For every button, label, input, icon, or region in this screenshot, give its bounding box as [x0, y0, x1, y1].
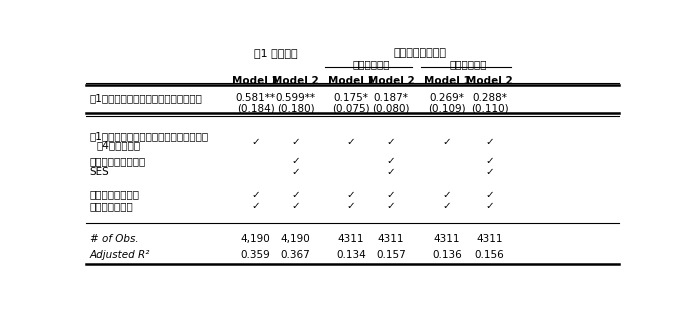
Text: 0.157: 0.157	[376, 250, 406, 260]
Text: ✓: ✓	[485, 190, 494, 200]
Text: # of Obs.: # of Obs.	[89, 234, 138, 243]
Text: ✓: ✓	[347, 137, 356, 146]
Text: 4311: 4311	[338, 234, 364, 243]
Text: ✓: ✓	[291, 156, 300, 166]
Text: Adjusted R²: Adjusted R²	[89, 250, 150, 260]
Text: Model 2: Model 2	[272, 76, 319, 86]
Text: (0.109): (0.109)	[428, 103, 466, 114]
Text: ✓: ✓	[251, 137, 260, 146]
Text: (0.075): (0.075)	[332, 103, 370, 114]
Text: (0.110): (0.110)	[471, 103, 508, 114]
Text: 0.187*: 0.187*	[374, 93, 409, 103]
Text: ✓: ✓	[387, 190, 396, 200]
Text: SES: SES	[89, 166, 109, 177]
Text: ✓: ✓	[251, 190, 260, 200]
Text: 0.175*: 0.175*	[334, 93, 369, 103]
Text: （現役のみ）: （現役のみ）	[352, 59, 389, 69]
Text: ✓: ✓	[485, 137, 494, 146]
Text: ✓: ✓	[347, 201, 356, 211]
Text: ✓: ✓	[291, 166, 300, 177]
Text: Model 2: Model 2	[466, 76, 513, 86]
Text: 中1最初の定期試験における順位の係数: 中1最初の定期試験における順位の係数	[89, 93, 202, 103]
Text: Model 1: Model 1	[327, 76, 374, 86]
Text: 高1 学年成績: 高1 学年成績	[254, 48, 297, 58]
Text: 0.581**: 0.581**	[235, 93, 276, 103]
Text: 0.599**: 0.599**	[276, 93, 316, 103]
Text: ✓: ✓	[387, 137, 396, 146]
Text: 4311: 4311	[433, 234, 460, 243]
Text: ✓: ✓	[485, 201, 494, 211]
Text: ✓: ✓	[442, 137, 451, 146]
Text: (0.180): (0.180)	[277, 103, 314, 114]
Text: ✓: ✓	[442, 201, 451, 211]
Text: 0.134: 0.134	[336, 250, 366, 260]
Text: 4,190: 4,190	[281, 234, 310, 243]
Text: Model 1: Model 1	[424, 76, 471, 86]
Text: ✓: ✓	[291, 201, 300, 211]
Text: 0.367: 0.367	[281, 250, 310, 260]
Text: Model 2: Model 2	[367, 76, 414, 86]
Text: 0.269*: 0.269*	[429, 93, 464, 103]
Text: (0.080): (0.080)	[372, 103, 410, 114]
Text: 4311: 4311	[378, 234, 405, 243]
Text: 0.156: 0.156	[475, 250, 504, 260]
Text: ✓: ✓	[442, 190, 451, 200]
Text: 0.359: 0.359	[241, 250, 270, 260]
Text: （浪人含む）: （浪人含む）	[449, 59, 487, 69]
Text: 4311: 4311	[476, 234, 503, 243]
Text: 0.288*: 0.288*	[472, 93, 507, 103]
Text: ✓: ✓	[485, 166, 494, 177]
Text: ✓: ✓	[387, 201, 396, 211]
Text: 上位大学への合格: 上位大学への合格	[394, 48, 447, 58]
Text: ✓: ✓	[251, 201, 260, 211]
Text: コホート固定効果: コホート固定効果	[89, 190, 140, 200]
Text: ✓: ✓	[387, 156, 396, 166]
Text: 4,190: 4,190	[241, 234, 270, 243]
Text: ✓: ✓	[485, 156, 494, 166]
Text: ✓: ✓	[347, 190, 356, 200]
Text: 入学試験の相対順位: 入学試験の相対順位	[89, 156, 146, 166]
Text: ✓: ✓	[291, 137, 300, 146]
Text: Model 1: Model 1	[232, 76, 279, 86]
Text: 中1最初の定期試験におけるテストスコア: 中1最初の定期試験におけるテストスコア	[89, 131, 209, 141]
Text: クラス固定効果: クラス固定効果	[89, 201, 133, 211]
Text: ✓: ✓	[387, 166, 396, 177]
Text: ✓: ✓	[291, 190, 300, 200]
Text: （4次多項式）: （4次多項式）	[96, 140, 140, 150]
Text: 0.136: 0.136	[432, 250, 462, 260]
Text: (0.184): (0.184)	[237, 103, 275, 114]
